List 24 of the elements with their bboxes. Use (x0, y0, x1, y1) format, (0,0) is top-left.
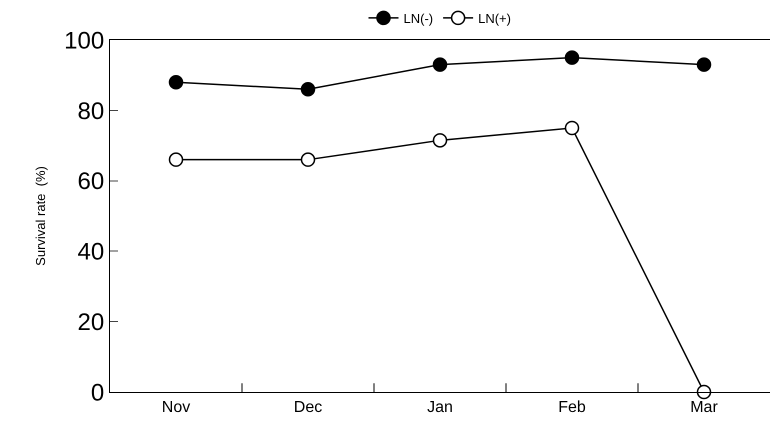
y-tick-label: 60 (77, 168, 104, 196)
y-axis-title: Survival rate (%) (33, 166, 48, 266)
point (564, 50, 580, 65)
point (696, 384, 712, 400)
x-tick-label: Mar (690, 399, 718, 416)
x-tick-label: Nov (162, 399, 190, 416)
y-tick-label: 80 (77, 98, 104, 125)
y-tick-label: 0 (90, 379, 104, 406)
y-tick-label: 40 (77, 238, 104, 266)
y-tick-label: 100 (64, 27, 104, 54)
point (168, 152, 184, 167)
legend-label: LN(-) (404, 10, 434, 26)
point (564, 120, 580, 136)
x-tick-label: Dec (294, 399, 322, 416)
point (168, 74, 184, 90)
point (300, 82, 316, 97)
legend-label: LN(+) (478, 10, 511, 26)
x-tick-label: Feb (558, 399, 586, 416)
x-tick-label: Jan (427, 399, 453, 416)
point (696, 57, 712, 72)
point (300, 152, 316, 167)
point (432, 133, 448, 148)
y-tick-label: 20 (77, 309, 104, 336)
point (432, 57, 448, 72)
